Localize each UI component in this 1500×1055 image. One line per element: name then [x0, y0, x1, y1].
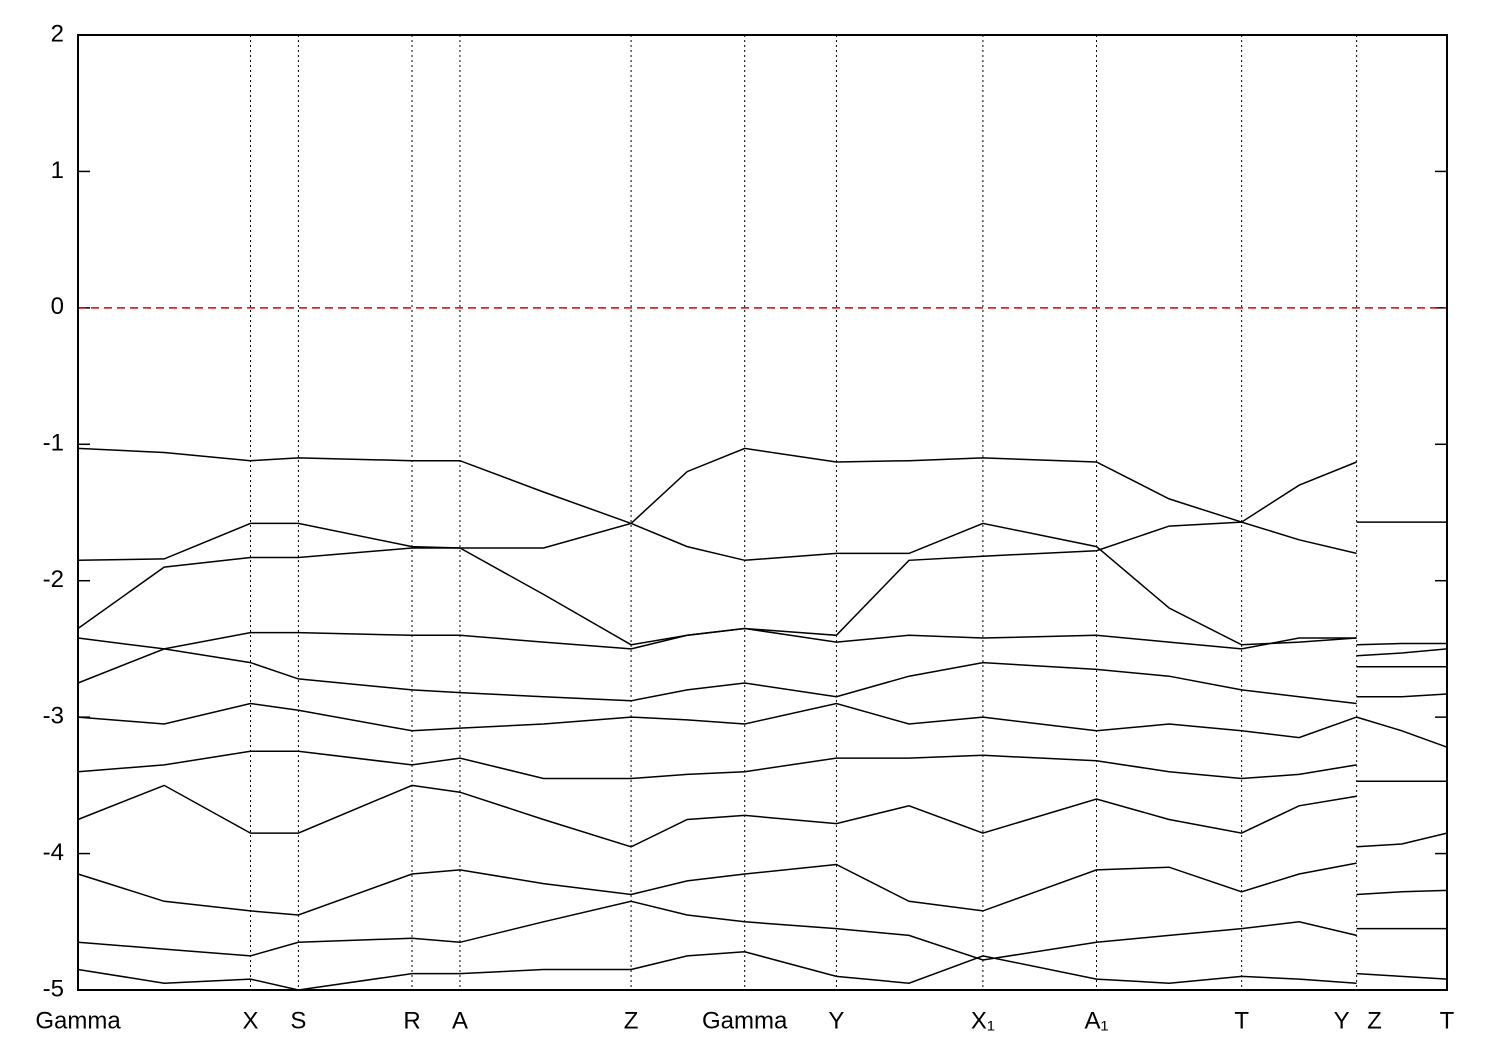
x-tick-label: T	[1440, 1007, 1455, 1034]
band-line	[77, 862, 1448, 916]
x-tick-label: R	[403, 1007, 420, 1034]
x-tick-label: A₁	[1084, 1007, 1108, 1034]
y-tick-label: 0	[51, 293, 64, 320]
x-tick-label: Z	[1367, 1007, 1382, 1034]
y-tick-label: 2	[51, 20, 64, 47]
y-tick-label: -2	[43, 566, 64, 593]
plot-frame	[77, 34, 1448, 991]
x-tick-label: T	[1234, 1007, 1249, 1034]
y-tick-label: -1	[43, 430, 64, 457]
x-tick-label: X	[242, 1007, 258, 1034]
band-line	[77, 627, 1447, 668]
band-line	[77, 750, 1447, 783]
band-line	[77, 702, 1448, 748]
x-tick-label: S	[290, 1007, 306, 1034]
x-tick-label: Y	[828, 1007, 844, 1034]
y-tick-label: -5	[43, 975, 64, 1002]
x-tick-label: Gamma	[702, 1007, 788, 1034]
x-tick-label: Z	[624, 1007, 639, 1034]
y-tick-label: 1	[51, 157, 64, 184]
y-tick-label: -3	[43, 702, 64, 729]
band-line	[77, 900, 1447, 961]
y-tick-label: -4	[43, 839, 64, 866]
band-line	[77, 951, 1448, 991]
band-line	[77, 784, 1448, 848]
band-line	[77, 648, 1448, 705]
band-line	[77, 522, 1447, 646]
x-tick-label: A	[452, 1007, 468, 1034]
x-tick-label: Gamma	[35, 1007, 121, 1034]
x-tick-label: X₁	[971, 1007, 995, 1034]
band-line	[77, 447, 1447, 525]
x-tick-label: Y	[1334, 1007, 1350, 1034]
